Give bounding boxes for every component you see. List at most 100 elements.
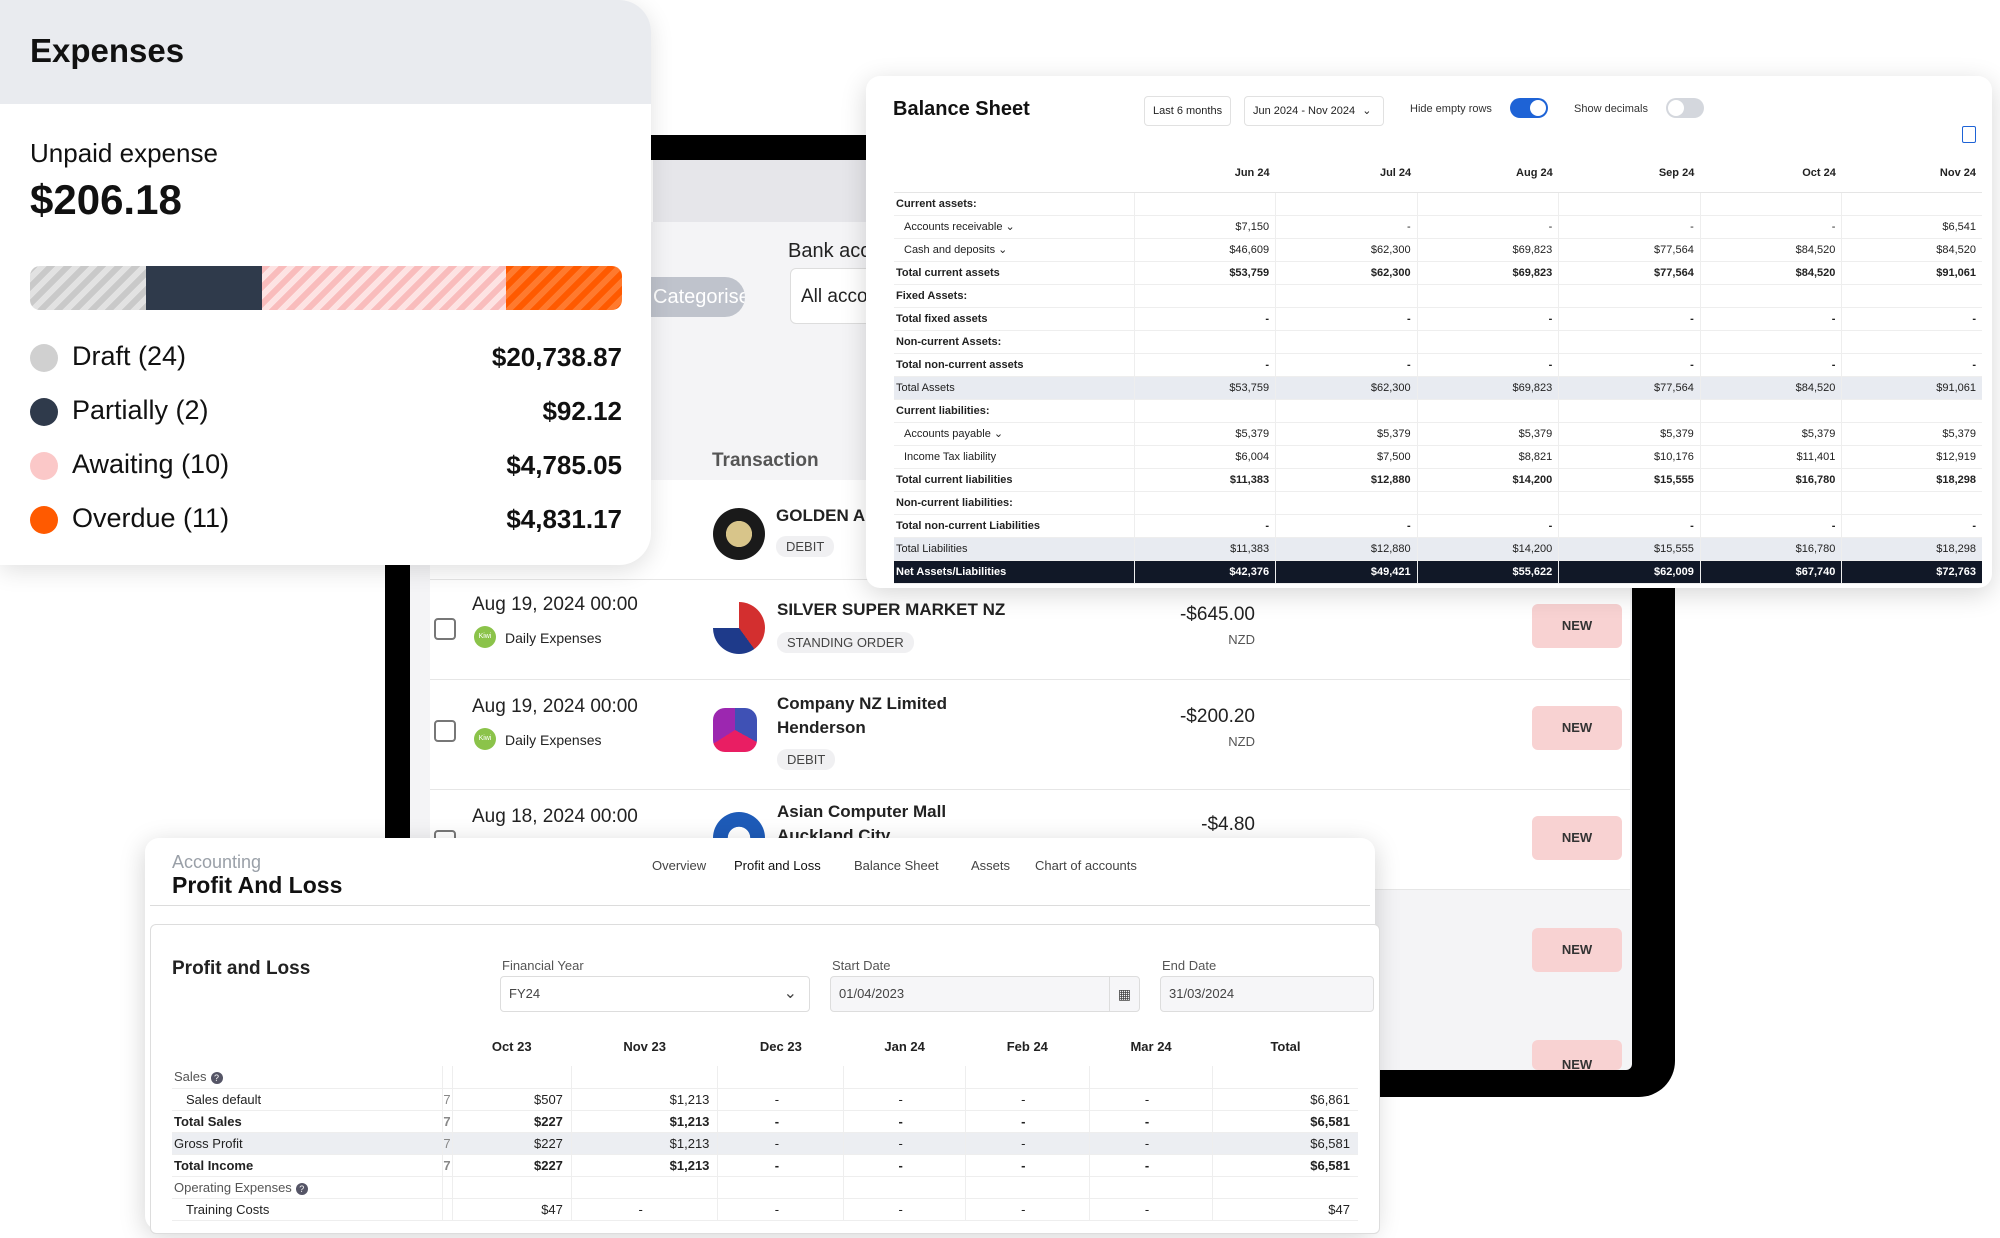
screen-top-shade xyxy=(653,160,893,222)
cell-value: - xyxy=(1841,353,1982,377)
row-label-text: Current liabilities: xyxy=(896,404,990,417)
column-header: Jul 24 xyxy=(1275,154,1418,193)
calendar-icon[interactable]: ▦ xyxy=(1109,977,1139,1011)
cell-value xyxy=(1275,284,1418,308)
show-decimals-label: Show decimals xyxy=(1574,103,1648,115)
new-status-button[interactable]: NEW xyxy=(1532,928,1622,972)
table-row: Total current liabilities $11,383 $12,880 $… xyxy=(894,468,1982,492)
cell-value xyxy=(1088,1066,1213,1089)
row-label-text: Current assets: xyxy=(896,197,977,210)
cell-value: - xyxy=(1088,1132,1213,1155)
new-status-button[interactable]: NEW xyxy=(1532,816,1622,860)
tab-balance-sheet[interactable]: Balance Sheet xyxy=(854,858,939,873)
cell-value: - xyxy=(1699,514,1842,538)
transaction-amount: -$200.20 xyxy=(1179,706,1255,727)
chevron-down-icon[interactable]: ⌄ xyxy=(1002,221,1015,233)
cell-value: - xyxy=(1275,353,1418,377)
legend-draft-value: $20,738.87 xyxy=(491,342,622,372)
transaction-date: Aug 19, 2024 00:00 xyxy=(472,594,638,615)
cell-value: - xyxy=(843,1198,966,1221)
row-label-text: Total fixed assets xyxy=(896,312,988,325)
end-date-value: 31/03/2024 xyxy=(1169,986,1235,1001)
date-range-value: Jun 2024 - Nov 2024 xyxy=(1253,105,1356,117)
row-label: Sales default xyxy=(172,1088,442,1111)
transaction-type-chip: DEBIT xyxy=(777,749,836,770)
new-status-button[interactable]: NEW xyxy=(1532,706,1622,750)
tab-chart-of-accounts[interactable]: Chart of accounts xyxy=(1035,858,1137,873)
financial-year-select[interactable]: FY24 ⌄ xyxy=(500,976,810,1012)
tab-overview[interactable]: Overview xyxy=(652,858,707,873)
row-marker xyxy=(441,1176,452,1199)
table-row: Sales? xyxy=(172,1066,1358,1089)
table-row[interactable]: Aug 19, 2024 00:00 Kiwi bank Daily Expen… xyxy=(430,580,1630,680)
chevron-down-icon: ⌄ xyxy=(1362,105,1372,117)
cell-value: $55,622 xyxy=(1416,560,1559,584)
help-icon[interactable]: ? xyxy=(210,1072,223,1085)
row-label: Total current liabilities xyxy=(894,468,1134,492)
transaction-amount: -$4.80 xyxy=(1201,814,1255,835)
new-status-button[interactable]: NEW xyxy=(1532,604,1622,648)
cell-value: - xyxy=(570,1198,718,1221)
cell-value: $47 xyxy=(451,1198,572,1221)
export-file-icon[interactable] xyxy=(1962,126,1976,143)
table-row[interactable]: Accounts receivable ⌄ $7,150- - - - $6,541 xyxy=(894,215,1982,239)
transaction-date: Aug 19, 2024 00:00 xyxy=(472,696,638,717)
column-header: Feb 24 xyxy=(1006,1038,1048,1054)
chevron-down-icon[interactable]: ⌄ xyxy=(990,428,1004,440)
row-checkbox[interactable] xyxy=(434,720,456,742)
cell-value xyxy=(1212,1066,1358,1089)
cell-value: $62,300 xyxy=(1275,376,1418,400)
cell-value: $227 xyxy=(451,1154,572,1177)
legend-draft: Draft (24) xyxy=(72,341,187,371)
row-checkbox[interactable] xyxy=(434,618,456,640)
table-row: Total Assets $53,759 $62,300 $69,823 $77,564… xyxy=(894,376,1982,400)
tab-profit-and-loss[interactable]: Profit and Loss xyxy=(734,858,821,873)
new-status-button[interactable]: NEW xyxy=(1532,1040,1622,1070)
chevron-down-icon[interactable]: ⌄ xyxy=(995,244,1008,256)
silver-market-logo-icon xyxy=(713,602,765,654)
cell-value: - xyxy=(1699,307,1842,331)
table-row[interactable]: Cash and deposits ⌄ $46,609 $62,300 $69,823… xyxy=(894,238,1982,262)
help-icon[interactable]: ? xyxy=(295,1182,308,1195)
cell-value: $6,861 xyxy=(1212,1088,1358,1111)
tab-assets[interactable]: Assets xyxy=(971,858,1011,873)
row-label: Total non-current Liabilities xyxy=(894,514,1134,538)
row-label: Accounts receivable ⌄ xyxy=(894,215,1134,239)
cell-value: - xyxy=(1133,307,1276,331)
period-filter[interactable]: Last 6 months xyxy=(1144,96,1232,126)
row-label-text: Total Sales xyxy=(174,1113,242,1129)
end-date-input[interactable]: 31/03/2024 xyxy=(1160,976,1374,1012)
cell-value xyxy=(1212,1176,1358,1199)
cell-value: - xyxy=(717,1110,844,1133)
column-header: Total xyxy=(1270,1038,1301,1054)
column-header: Sep 24 xyxy=(1558,154,1701,193)
cell-value: $14,200 xyxy=(1416,537,1559,561)
cell-value: - xyxy=(1088,1198,1213,1221)
cell-value: $8,821 xyxy=(1416,445,1559,469)
cell-value: - xyxy=(1416,353,1559,377)
show-decimals-toggle[interactable] xyxy=(1666,98,1704,118)
table-row: Total current assets $53,759 $62,300 $69,82… xyxy=(894,261,1982,285)
date-range-select[interactable]: Jun 2024 - Nov 2024 ⌄ xyxy=(1244,96,1384,126)
table-row[interactable]: Aug 19, 2024 00:00 Kiwi bank Daily Expen… xyxy=(430,680,1630,790)
cell-value xyxy=(1841,330,1982,354)
cell-value: - xyxy=(717,1132,844,1155)
row-label-text: Income Tax liability xyxy=(904,450,997,463)
cell-value: - xyxy=(1133,353,1276,377)
row-label-text: Accounts receivable xyxy=(904,221,1003,233)
cell-value: $6,581 xyxy=(1212,1154,1358,1177)
category-tag: Daily Expenses xyxy=(505,630,602,646)
hide-empty-rows-toggle[interactable] xyxy=(1510,98,1548,118)
awaiting-dot xyxy=(30,452,58,480)
cell-value xyxy=(717,1176,844,1199)
cell-value: - xyxy=(1841,307,1982,331)
cell-value xyxy=(964,1066,1090,1089)
row-label: Non-current liabilities: xyxy=(894,491,1134,515)
table-row[interactable]: Income Tax liability $6,004 $7,500 $8,821 $1… xyxy=(894,445,1982,469)
start-date-input[interactable]: 01/04/2023 ▦ xyxy=(830,976,1140,1012)
table-row: Non-current Assets: xyxy=(894,330,1982,354)
table-row[interactable]: Accounts payable ⌄ $5,379 $5,379 $5,379 $5,3… xyxy=(894,422,1982,446)
cell-value: $42,376 xyxy=(1133,560,1276,584)
cell-value xyxy=(1133,192,1276,216)
breadcrumb[interactable]: Accounting xyxy=(172,852,262,872)
